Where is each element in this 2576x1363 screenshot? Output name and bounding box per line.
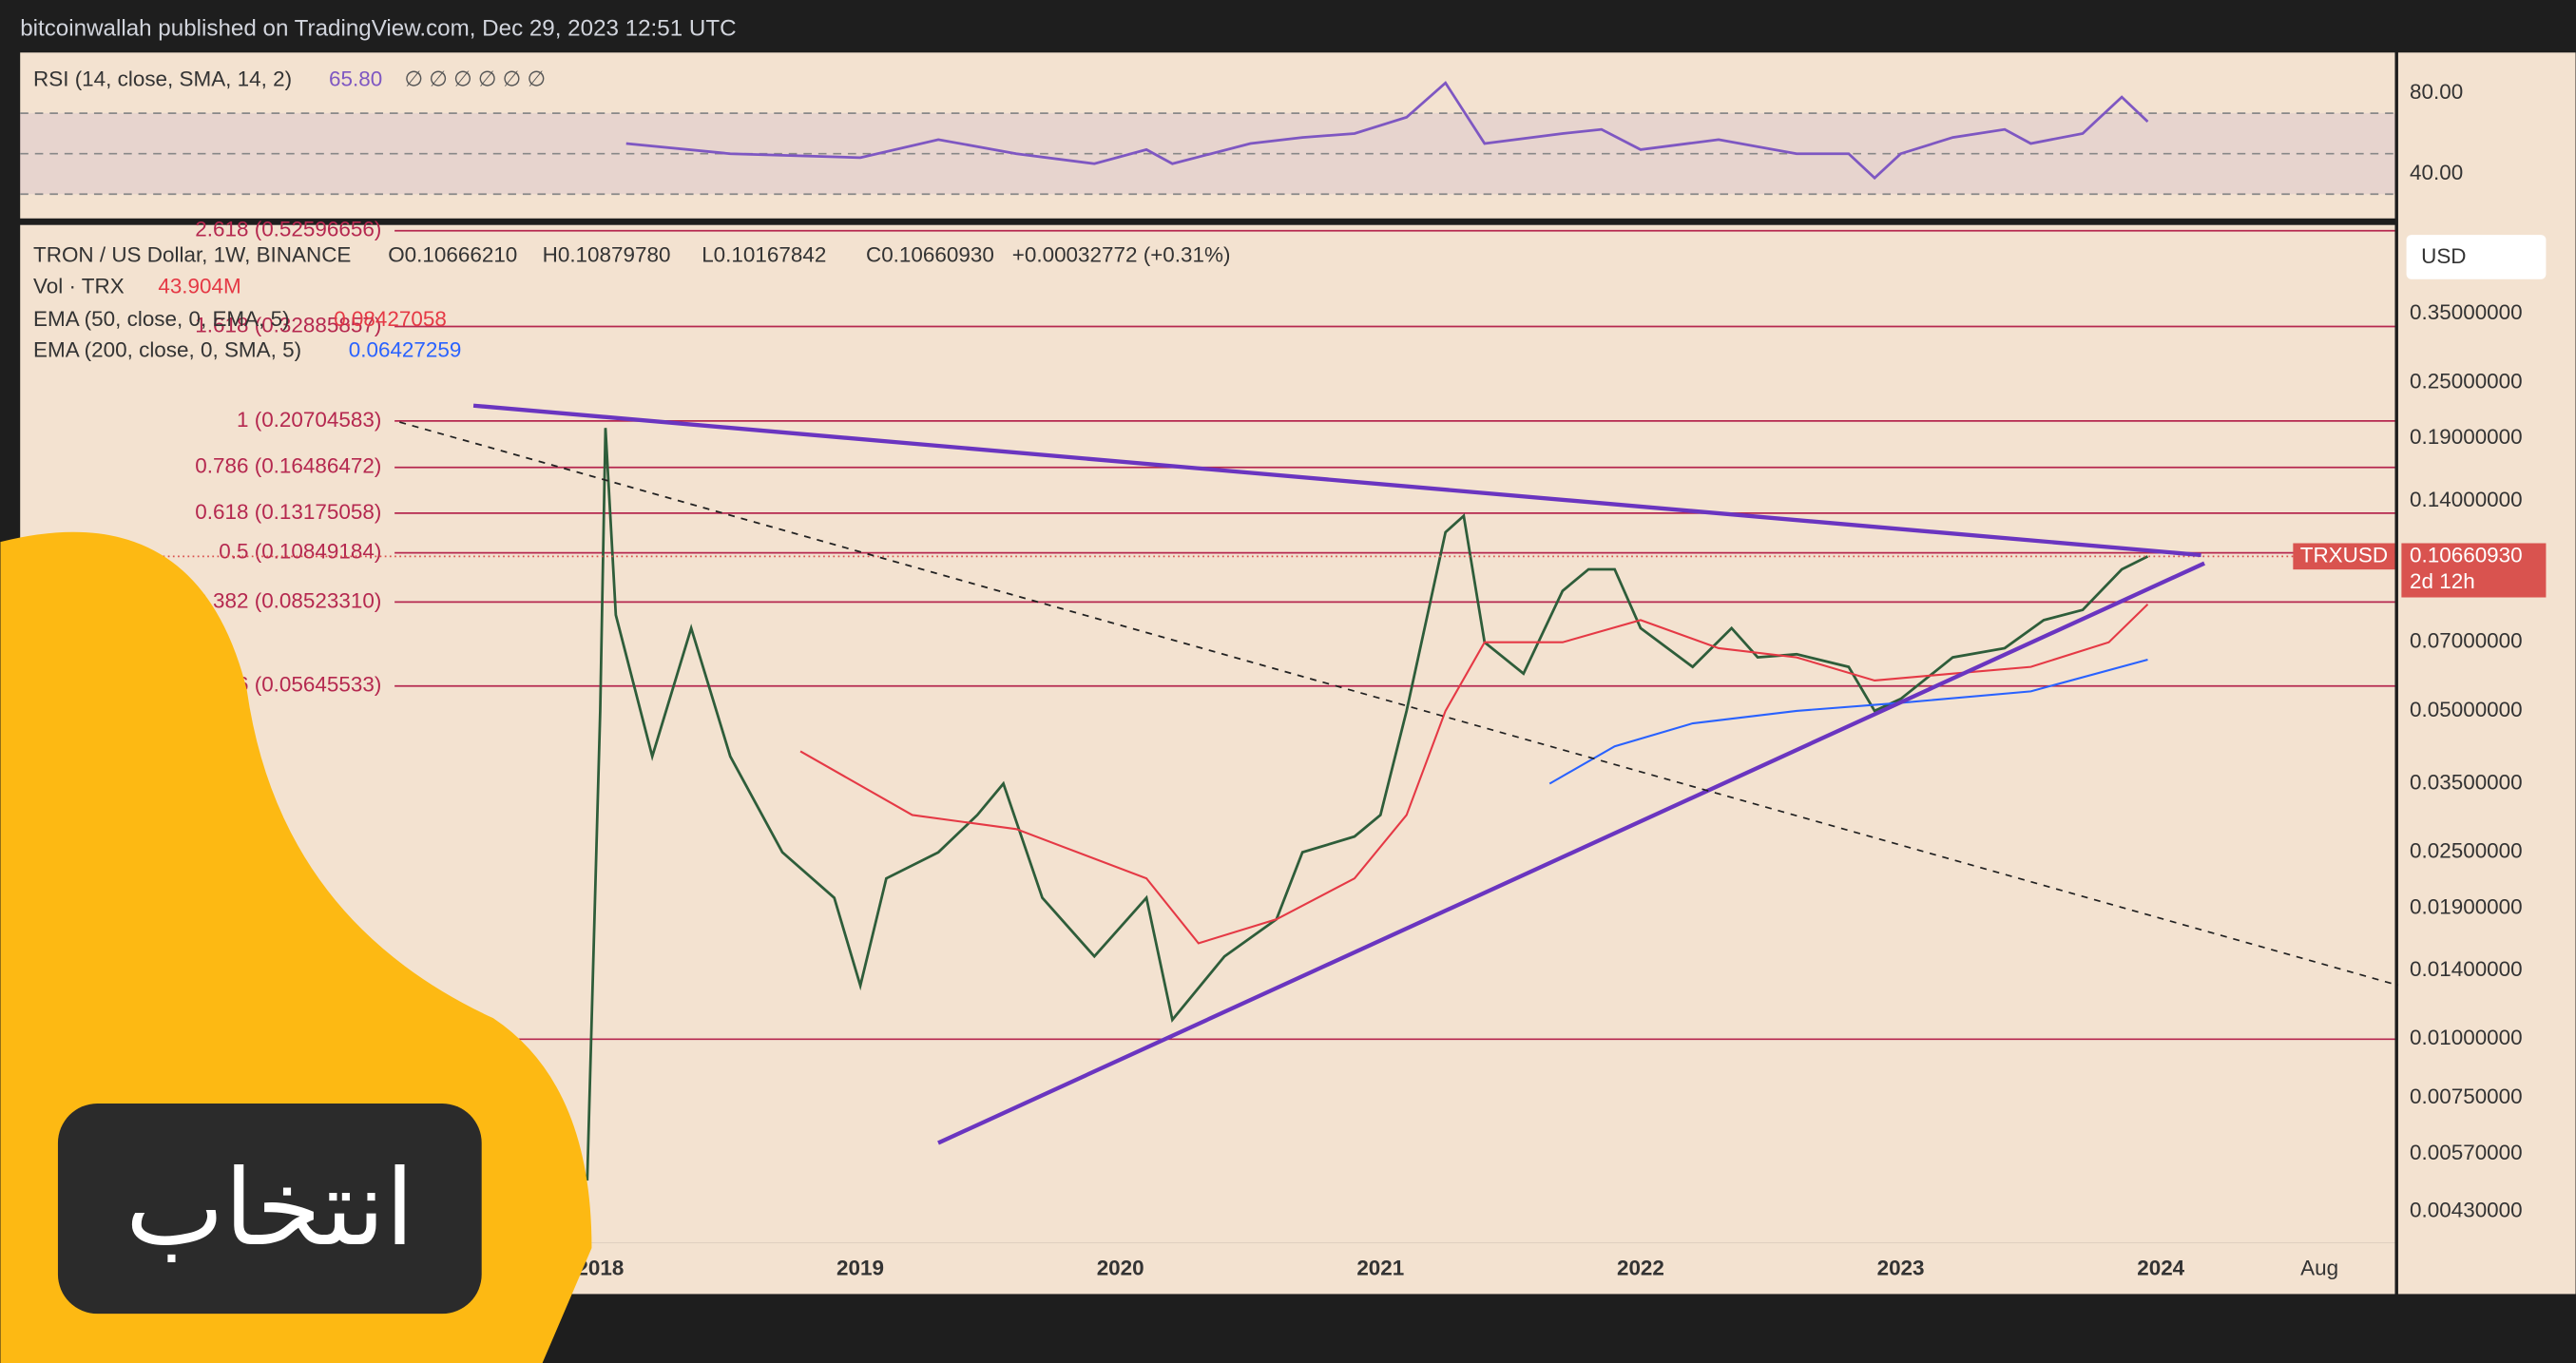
y-tick-label: 0.03500000 <box>2410 770 2523 794</box>
y-tick-label: 0.07000000 <box>2410 629 2523 653</box>
price-axis-value: 0.10660930 <box>2410 543 2523 566</box>
currency-button[interactable] <box>2406 235 2547 279</box>
series-line <box>625 81 2149 181</box>
ohlc-close: C0.10660930 <box>866 242 994 266</box>
fib-label: 0.5 (0.10849184) <box>219 540 381 564</box>
ohlc-low: L0.10167842 <box>702 242 826 266</box>
x-tick-label: 2019 <box>836 1256 884 1279</box>
price-tag <box>2293 543 2395 570</box>
watermark-text: انتخاب <box>125 1147 414 1270</box>
fib-label: 1 (0.20704583) <box>237 408 381 432</box>
x-tick-label: 2021 <box>1356 1256 1404 1279</box>
rsi-title: RSI (14, close, SMA, 14, 2) <box>33 67 292 91</box>
fib-label: 1.618 (0.32885857) <box>195 313 381 336</box>
x-tick-label: 2020 <box>1097 1256 1144 1279</box>
series-line <box>1548 659 2148 785</box>
y-tick-label: 0.14000000 <box>2410 488 2523 511</box>
x-tick-label: 2022 <box>1617 1256 1664 1279</box>
y-tick-label: 0.00430000 <box>2410 1198 2523 1221</box>
fib-label: 0.382 (0.08523310) <box>195 588 381 612</box>
y-tick-label: 80.00 <box>2410 80 2463 104</box>
ohlc-high: H0.10879780 <box>543 242 671 266</box>
ema50-label: EMA (50, close, 0, EMA, 5) <box>33 307 290 331</box>
y-tick-label: 40.00 <box>2410 161 2463 184</box>
support-line <box>937 561 2205 1145</box>
price-tag-symbol: TRXUSD <box>2300 543 2388 566</box>
y-tick-label: 0.00570000 <box>2410 1141 2523 1164</box>
x-tick-label: Aug <box>2300 1256 2338 1279</box>
rsi-flags: ∅ ∅ ∅ ∅ ∅ ∅ <box>404 67 546 91</box>
ema200-label: EMA (200, close, 0, SMA, 5) <box>33 338 301 362</box>
y-tick-label: 0.05000000 <box>2410 698 2523 721</box>
series-line <box>586 428 2149 1181</box>
resistance-line <box>472 403 2201 558</box>
price-countdown: 2d 12h <box>2410 569 2475 593</box>
volume-label: Vol · TRX <box>33 274 125 298</box>
fib-label: 0.618 (0.13175058) <box>195 500 381 524</box>
series-line <box>799 604 2149 945</box>
watermark: انتخاب <box>0 531 592 1363</box>
fib-label: 0.786 (0.16486472) <box>195 454 381 478</box>
plot: 80.00 40.00 0.35000000 0.25000000 0.19000000… <box>20 80 2547 1279</box>
x-tick-label: 2024 <box>2137 1256 2184 1279</box>
y-tick-label: 0.01400000 <box>2410 957 2523 981</box>
dashed-trendline <box>399 421 2399 987</box>
y-tick-label: 0.01000000 <box>2410 1026 2523 1049</box>
ohlc-open: O0.10666210 <box>388 242 517 266</box>
volume-value: 43.904M <box>158 274 240 298</box>
rsi-pane <box>20 52 2395 219</box>
x-tick-label: 2023 <box>1877 1256 1925 1279</box>
y-tick-label: 0.00750000 <box>2410 1085 2523 1108</box>
y-tick-label: 0.02500000 <box>2410 839 2523 863</box>
y-tick-label: 0.35000000 <box>2410 300 2523 324</box>
price-axis-tag <box>2401 543 2547 598</box>
ema50-value: 0.08427058 <box>334 307 447 331</box>
ema200-value: 0.06427259 <box>349 338 462 362</box>
watermark-box <box>57 1104 482 1315</box>
fib-label: 2.618 (0.52596656) <box>195 218 381 241</box>
header: bitcoinwallah published on TradingView.c… <box>20 15 736 41</box>
y-tick-label: 0.25000000 <box>2410 369 2523 393</box>
y-tick-label: 0.19000000 <box>2410 425 2523 449</box>
y-tick-label: 0.01900000 <box>2410 894 2523 918</box>
ohlc-change: +0.00032772 (+0.31%) <box>1012 242 1231 266</box>
currency-label: USD <box>2421 244 2466 268</box>
price-title: TRON / US Dollar, 1W, BINANCE <box>33 242 351 266</box>
rsi-value: 65.80 <box>329 67 382 91</box>
